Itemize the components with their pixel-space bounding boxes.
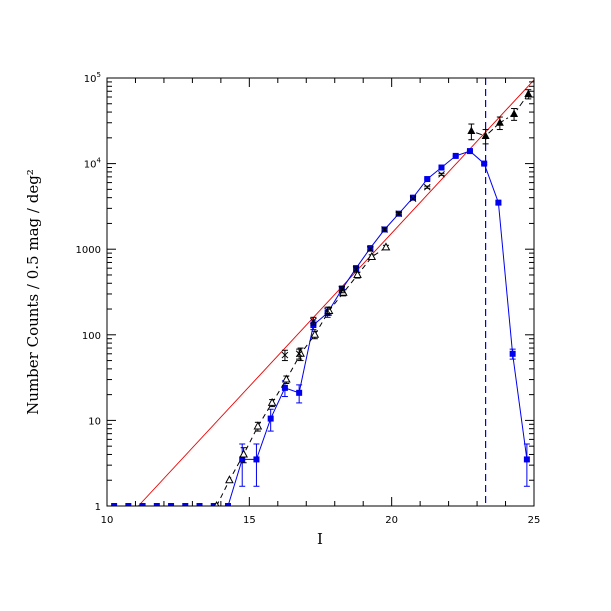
series-1-point [381, 242, 391, 251]
series-0-point [168, 503, 175, 506]
series-0-point [210, 503, 217, 506]
axis-ticks [106, 77, 535, 507]
series-2-point [395, 210, 403, 218]
y-tick-label: 1000 [76, 245, 101, 256]
x-axis-label: I [317, 530, 323, 548]
y-tick-label-base: 10 [84, 160, 97, 171]
series-2-point [281, 351, 289, 359]
series-0-point [196, 503, 203, 506]
y-tick-label: 104 [84, 157, 102, 171]
series-2-point [423, 183, 431, 191]
x-tick-label: 15 [243, 515, 256, 526]
series-3-point [524, 89, 533, 98]
series-0-point [438, 164, 445, 171]
series-3-point [510, 109, 519, 117]
series-0-point [452, 152, 459, 159]
y-tick-label: 105 [84, 71, 101, 85]
series-1-point [225, 475, 234, 484]
series-0-point [466, 148, 473, 155]
series-0-point [111, 503, 118, 506]
series-0-point [239, 456, 246, 463]
series-0-point [125, 503, 132, 506]
series-2-point [409, 195, 417, 202]
plot-frame [106, 77, 535, 507]
series-0-point [224, 503, 231, 506]
y-axis-label: Number Counts / 0.5 mag / deg² [24, 169, 42, 415]
series-2-point [381, 226, 388, 233]
series-1-point [267, 397, 277, 406]
series-1-point [353, 269, 362, 278]
series-0-point [523, 456, 530, 463]
y-tick-label: 1 [95, 502, 101, 513]
series-1-point [310, 329, 320, 338]
series-0-point [267, 415, 274, 422]
series-0-point [509, 350, 516, 357]
series-2-point [366, 245, 374, 253]
series-1-point [253, 421, 263, 430]
series-0-point [481, 160, 488, 167]
series-2-point [295, 350, 303, 358]
series-0-point [424, 176, 431, 183]
y-tick-label: 10 [88, 416, 101, 427]
series-1-point [239, 449, 248, 458]
series-2-point [310, 317, 317, 325]
series-2-point [338, 285, 346, 293]
series-0-point [281, 384, 288, 391]
x-tick-label: 20 [385, 515, 398, 526]
series-2-point [352, 266, 360, 273]
y-tick-label-exponent: 4 [97, 157, 102, 165]
series-0-point [253, 456, 260, 463]
y-tick-label-base: 10 [84, 74, 97, 85]
y-tick-label-exponent: 5 [97, 71, 101, 79]
y-tick-label: 100 [82, 331, 101, 342]
series-group [111, 78, 534, 506]
series-0-point [153, 503, 160, 506]
series-1-point [213, 500, 220, 506]
x-tick-label: 10 [101, 515, 114, 526]
series-0-point [495, 199, 502, 206]
series-3-point [467, 126, 476, 135]
series-1-point [367, 251, 377, 261]
series-3-point [495, 118, 504, 126]
x-tick-labels: 10 15 20 25 [101, 515, 541, 526]
series-0-point [296, 389, 303, 396]
series-0-point [139, 503, 146, 506]
series-1-point [282, 374, 291, 383]
series-2-point [324, 307, 331, 315]
series-3-point [481, 131, 490, 140]
x-tick-label: 25 [528, 515, 541, 526]
series-0-point [182, 503, 189, 506]
data-layer [111, 78, 534, 506]
series-2-point [438, 170, 445, 178]
